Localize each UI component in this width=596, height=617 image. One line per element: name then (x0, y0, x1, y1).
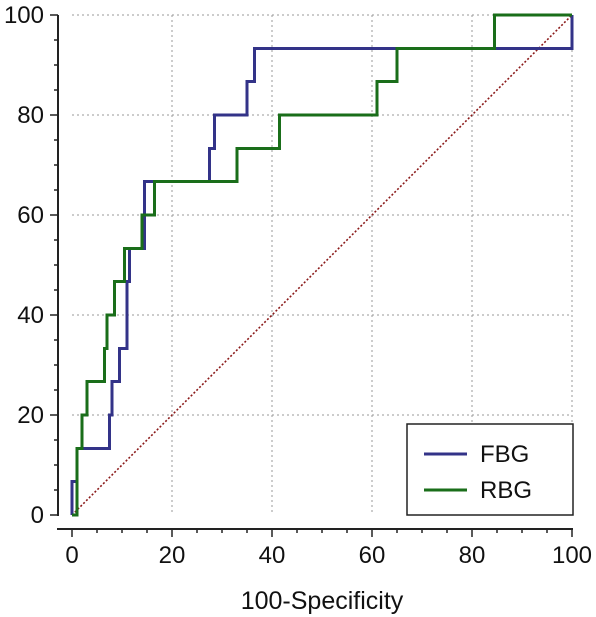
x-tick-label: 0 (65, 542, 78, 569)
x-axis-title: 100-Specificity (241, 587, 404, 615)
y-tick-label: 80 (17, 102, 44, 129)
axes (50, 14, 573, 537)
y-tick-labels: 0 20 40 60 80 100 (4, 2, 44, 529)
x-tick-labels: 0 20 40 60 80 100 (65, 542, 592, 569)
x-tick-label: 80 (459, 542, 486, 569)
x-tick-label: 100 (552, 542, 592, 569)
x-tick-label: 20 (159, 542, 186, 569)
y-tick-label: 0 (31, 502, 44, 529)
reference-diagonal-line (71, 14, 573, 516)
legend-label-fbg: FBG (480, 441, 529, 468)
series-line-rbg (72, 13, 572, 517)
legend: FBG RBG (406, 423, 574, 516)
x-tick-label: 60 (359, 542, 386, 569)
series-group (70, 13, 574, 517)
legend-box (406, 423, 574, 516)
y-tick-label: 20 (17, 402, 44, 429)
y-tick-label: 40 (17, 302, 44, 329)
y-tick-label: 60 (17, 202, 44, 229)
legend-label-rbg: RBG (480, 477, 532, 504)
x-tick-label: 40 (259, 542, 286, 569)
series-line-fbg (70, 15, 574, 515)
y-tick-label: 100 (4, 2, 44, 29)
